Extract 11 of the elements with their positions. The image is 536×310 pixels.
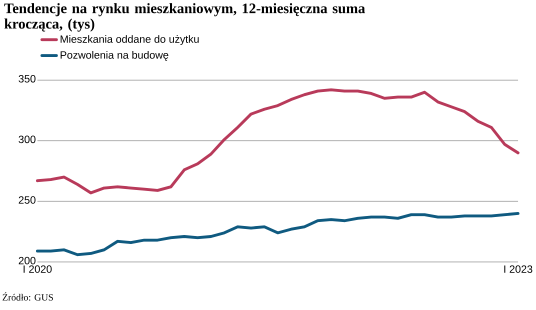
- legend-label: Mieszkania oddane do użytku: [60, 34, 199, 45]
- x-tick-label: I 2020: [24, 265, 52, 273]
- y-tick-label: 350: [18, 74, 36, 82]
- chart-title: Tendencje na rynku mieszkaniowym, 12-miesięczna suma krocząca, (tys): [4, 2, 366, 32]
- x-tick-label: I 2023: [504, 265, 532, 273]
- y-tick-label: 300: [18, 135, 36, 143]
- text: Źródło: GUS: [2, 292, 53, 300]
- line-series: [36, 88, 520, 194]
- y-tick-label: 250: [18, 196, 36, 204]
- legend-label: Pozwolenia na budowę: [60, 50, 168, 61]
- y-tick-label: 200: [18, 256, 36, 264]
